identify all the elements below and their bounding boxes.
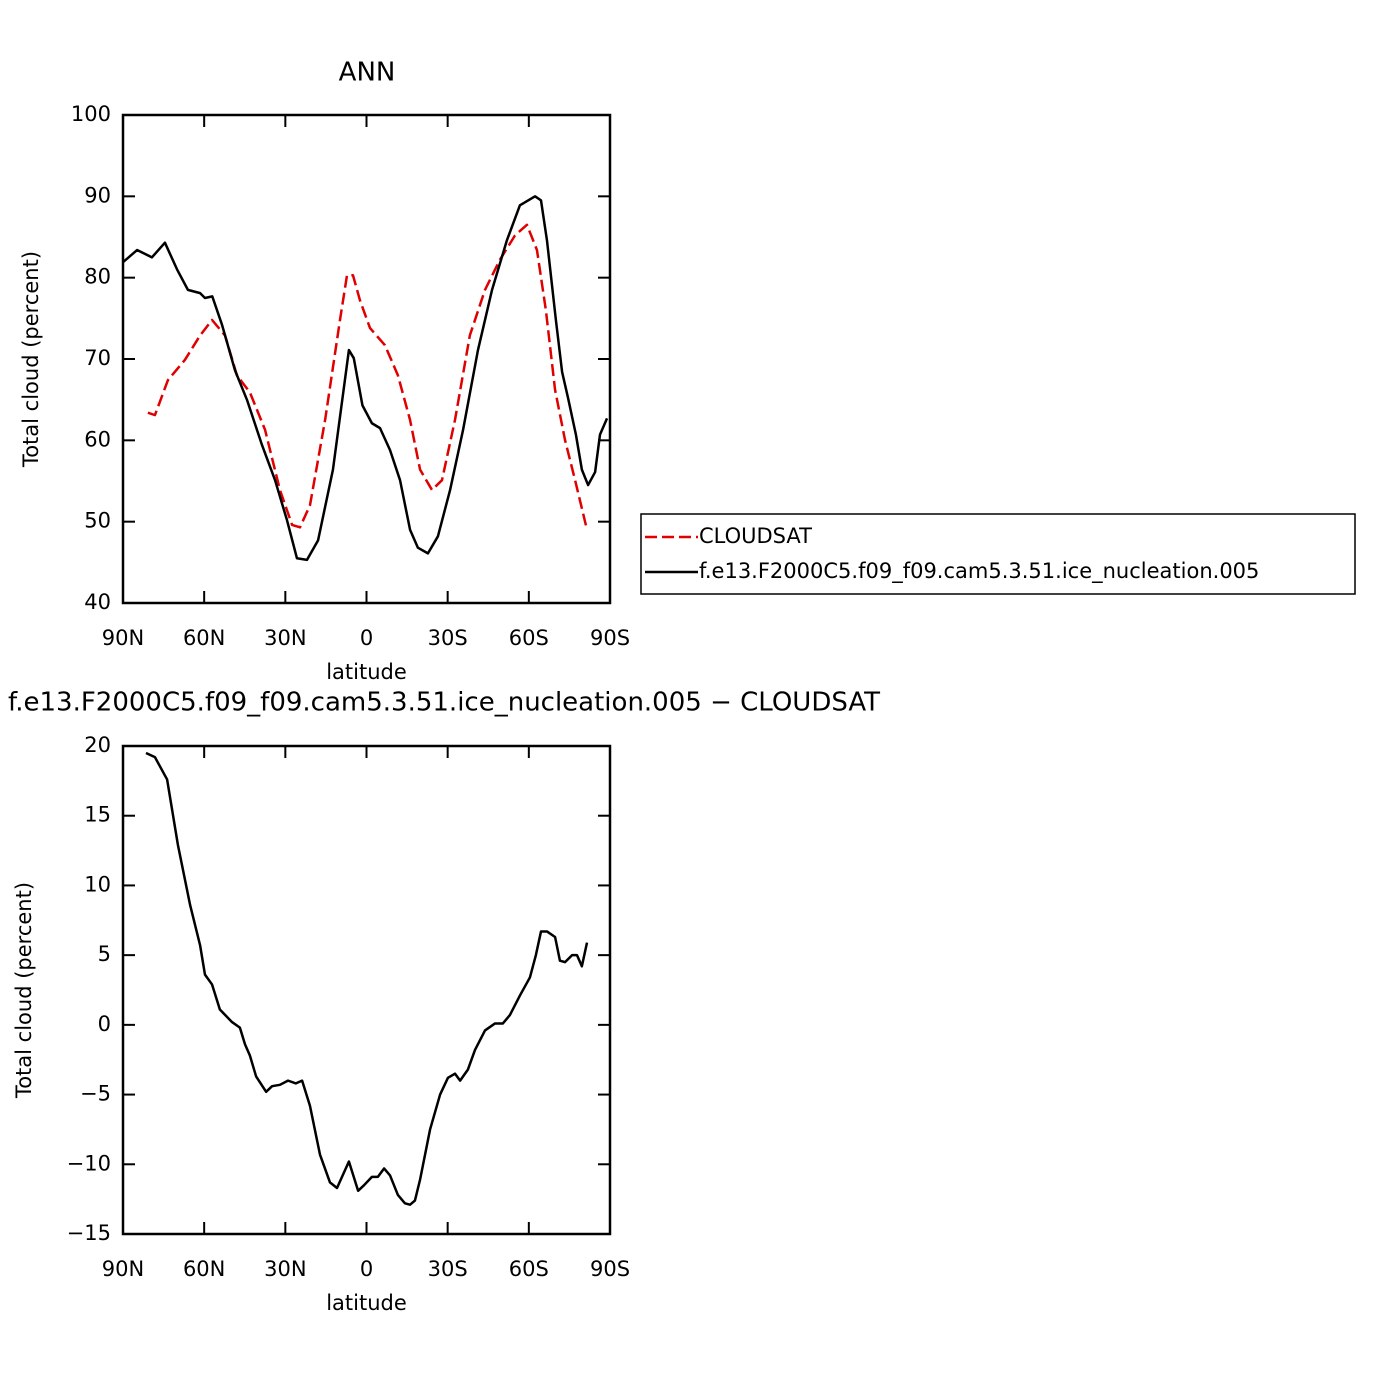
y-tick-label: 40 [84,590,111,614]
y-tick-label: 0 [98,1012,111,1036]
y-tick-label: 10 [84,872,111,896]
legend-box [640,513,1356,595]
legend-label: CLOUDSAT [699,524,812,548]
x-tick-label: 30N [264,626,306,650]
x-tick-label: 90S [590,626,630,650]
chart-title: f.e13.F2000C5.f09_f09.cam5.3.51.ice_nucl… [8,688,880,718]
plot-frame [121,113,612,605]
x-tick-label: 30S [428,1257,468,1281]
x-tick-label: 30N [264,1257,306,1281]
y-tick-label: −10 [67,1151,111,1175]
y-tick-label: 60 [84,427,111,451]
series-line [122,195,609,562]
chart-title: ANN [339,58,396,88]
x-tick-label: 90S [590,1257,630,1281]
y-tick-label: 100 [71,102,111,126]
y-axis-label: Total cloud (percent) [19,251,43,468]
plot-frame [121,744,612,1236]
x-tick-label: 60N [183,1257,225,1281]
y-tick-label: 90 [84,183,111,207]
x-tick-label: 90N [102,626,144,650]
x-tick-label: 60S [509,1257,549,1281]
x-tick-label: 60S [509,626,549,650]
y-tick-label: 50 [84,509,111,533]
y-axis-label: Total cloud (percent) [12,882,36,1099]
x-tick-label: 0 [360,626,373,650]
y-tick-label: 70 [84,346,111,370]
series-line [145,751,589,1206]
y-tick-label: 20 [84,733,111,757]
x-tick-label: 60N [183,626,225,650]
x-tick-label: 90N [102,1257,144,1281]
y-tick-label: 5 [98,942,111,966]
x-tick-label: 30S [428,626,468,650]
y-tick-label: 15 [84,803,111,827]
y-tick-label: −15 [67,1221,111,1245]
y-tick-label: −5 [80,1082,111,1106]
legend-label: f.e13.F2000C5.f09_f09.cam5.3.51.ice_nucl… [699,559,1259,584]
y-tick-label: 80 [84,265,111,289]
x-axis-label: latitude [326,1291,407,1315]
x-axis-label: latitude [326,660,407,684]
x-tick-label: 0 [360,1257,373,1281]
